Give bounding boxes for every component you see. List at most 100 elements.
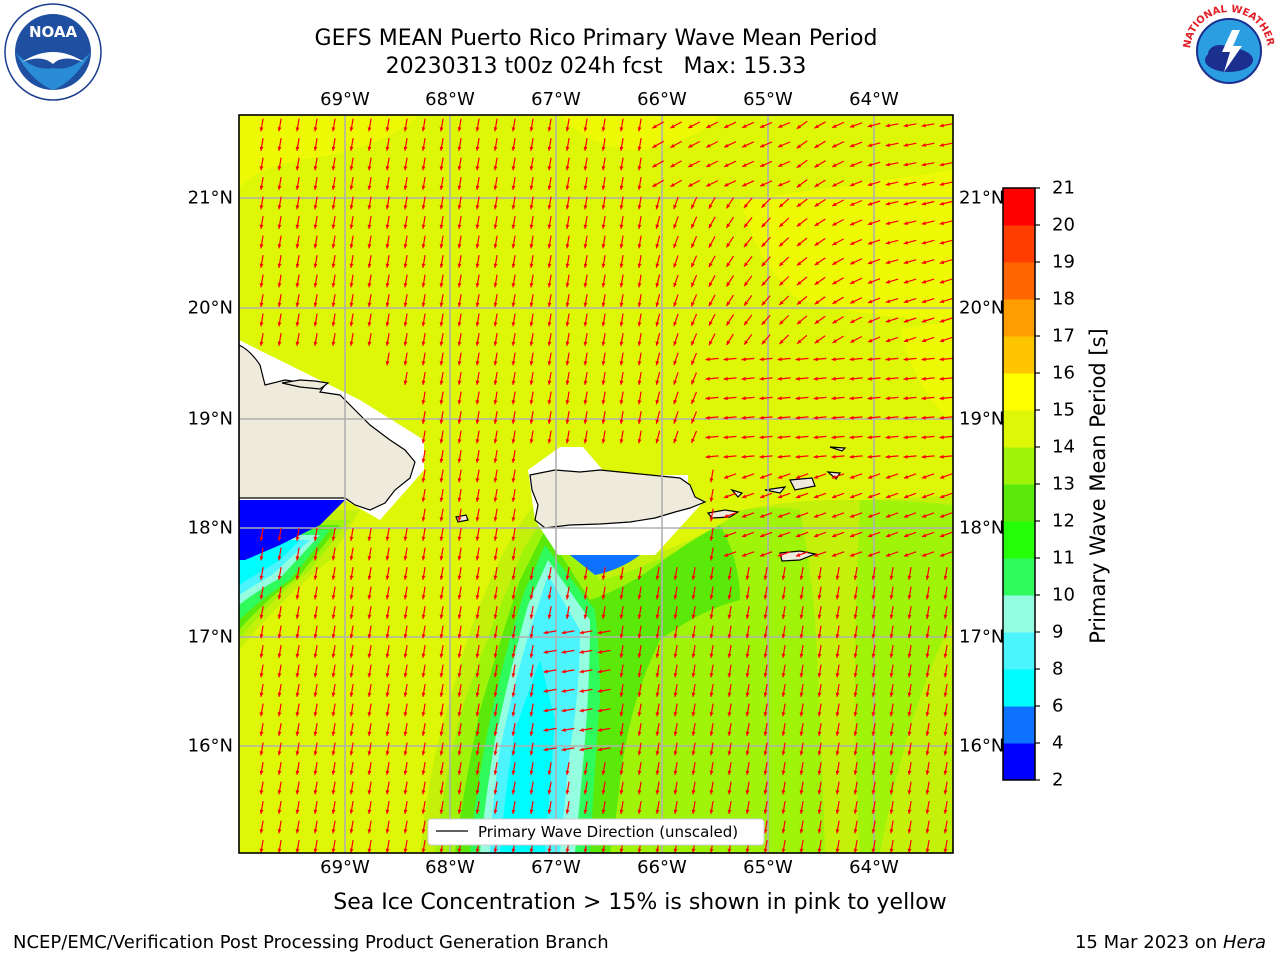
wave-arrow-head — [907, 809, 912, 814]
colorbar-tick-label: 2 — [1052, 769, 1064, 791]
wave-arrow-head — [547, 146, 552, 151]
wave-arrow-head — [637, 185, 642, 190]
wave-arrow-head — [565, 614, 570, 619]
wave-arrow-head — [421, 829, 426, 834]
wave-arrow-head — [385, 809, 390, 814]
wave-arrow-head — [511, 595, 516, 600]
wave-arrow-head — [853, 634, 858, 639]
wave-arrow-head — [741, 357, 746, 362]
wave-arrow-head — [457, 302, 462, 307]
wave-arrow-head — [673, 321, 678, 327]
wave-arrow-head — [601, 770, 606, 775]
wave-arrow-head — [777, 376, 782, 381]
wave-arrow-head — [313, 848, 318, 853]
wave-arrow-head — [457, 127, 462, 132]
wave-arrow-head — [421, 614, 426, 619]
wave-arrow-head — [259, 692, 264, 697]
wave-arrow-head — [367, 848, 372, 853]
wave-arrow-head — [547, 185, 552, 190]
wave-arrow-head — [889, 770, 894, 775]
wave-arrow-head — [781, 712, 786, 717]
wave-arrow-head — [349, 751, 354, 756]
wave-arrow-head — [295, 205, 300, 210]
wave-arrow-head — [547, 341, 552, 346]
wave-arrow-head — [832, 163, 837, 167]
wave-arrow-head — [493, 536, 498, 541]
wave-arrow-head — [673, 360, 678, 366]
wave-arrow-head — [619, 751, 624, 756]
wave-arrow-head — [907, 692, 912, 697]
wave-arrow-head — [779, 242, 784, 247]
wave-arrow-head — [763, 712, 768, 717]
wave-arrow-head — [688, 143, 693, 148]
wave-arrow-head — [763, 575, 768, 580]
wave-arrow-head — [691, 380, 695, 385]
wave-arrow-head — [796, 202, 802, 207]
wave-arrow-head — [795, 415, 800, 420]
wave-arrow-head — [583, 185, 588, 190]
wave-arrow-head — [565, 380, 570, 385]
wave-arrow-head — [493, 146, 498, 151]
wave-arrow-head — [421, 224, 426, 229]
wave-arrow-head — [759, 553, 765, 557]
wave-arrow-head — [475, 244, 480, 249]
wave-arrow-head — [493, 595, 498, 600]
wave-arrow-head — [796, 281, 802, 286]
wave-arrow-head — [727, 575, 732, 580]
wave-arrow-head — [439, 341, 444, 346]
wave-arrow-head — [849, 533, 855, 538]
wave-arrow-head — [761, 281, 766, 286]
wave-arrow-head — [493, 517, 498, 522]
wave-arrow-head — [795, 357, 800, 362]
wave-arrow-head — [583, 595, 588, 600]
wave-arrow-head — [691, 262, 695, 268]
wave-arrow-head — [814, 261, 820, 266]
wave-arrow-head — [691, 809, 696, 814]
wave-arrow-head — [313, 146, 318, 151]
wave-arrow-head — [814, 222, 819, 226]
wave-arrow-head — [259, 166, 264, 171]
wave-arrow-head — [871, 712, 876, 717]
wave-arrow-head — [925, 634, 930, 639]
wave-arrow-head — [723, 553, 729, 557]
wave-arrow-head — [723, 533, 729, 538]
wave-arrow-head — [727, 809, 732, 814]
wave-arrow-head — [295, 146, 300, 151]
wave-arrow-head — [673, 770, 678, 775]
wave-arrow-head — [313, 283, 318, 288]
wave-arrow-head — [741, 475, 747, 479]
wave-arrow-head — [601, 439, 606, 444]
wave-arrow-head — [761, 222, 766, 228]
wave-arrow-head — [313, 127, 318, 132]
wave-arrow-head — [745, 595, 750, 600]
wave-arrow-head — [529, 302, 534, 307]
wave-arrow-head — [511, 380, 516, 385]
wave-arrow-head — [331, 536, 336, 541]
wave-arrow-head — [259, 829, 264, 834]
wave-arrow-head — [475, 497, 480, 502]
wave-arrow-head — [421, 770, 426, 775]
wave-arrow-head — [781, 731, 786, 736]
wave-arrow-head — [457, 400, 462, 405]
wave-arrow-head — [421, 634, 426, 639]
wave-arrow-head — [939, 260, 945, 265]
wave-arrow-head — [385, 302, 390, 307]
wave-arrow-head — [745, 848, 750, 853]
wave-arrow-head — [795, 454, 800, 459]
wave-arrow-head — [741, 533, 747, 538]
wave-arrow-head — [277, 263, 282, 268]
colorbar-segment — [1003, 484, 1035, 522]
wave-arrow-head — [867, 221, 873, 226]
wave-arrow-head — [561, 669, 566, 674]
wave-arrow-head — [885, 143, 890, 147]
wave-arrow-head — [907, 712, 912, 717]
wave-arrow-head — [511, 322, 516, 327]
wave-arrow-head — [583, 380, 588, 385]
wave-arrow-head — [817, 848, 822, 853]
wave-arrow-head — [817, 731, 822, 736]
wave-arrow-head — [813, 514, 819, 518]
wave-arrow-head — [813, 415, 818, 420]
wave-arrow-head — [763, 595, 768, 600]
wave-arrow-head — [457, 692, 462, 697]
wave-arrow-head — [835, 770, 840, 775]
